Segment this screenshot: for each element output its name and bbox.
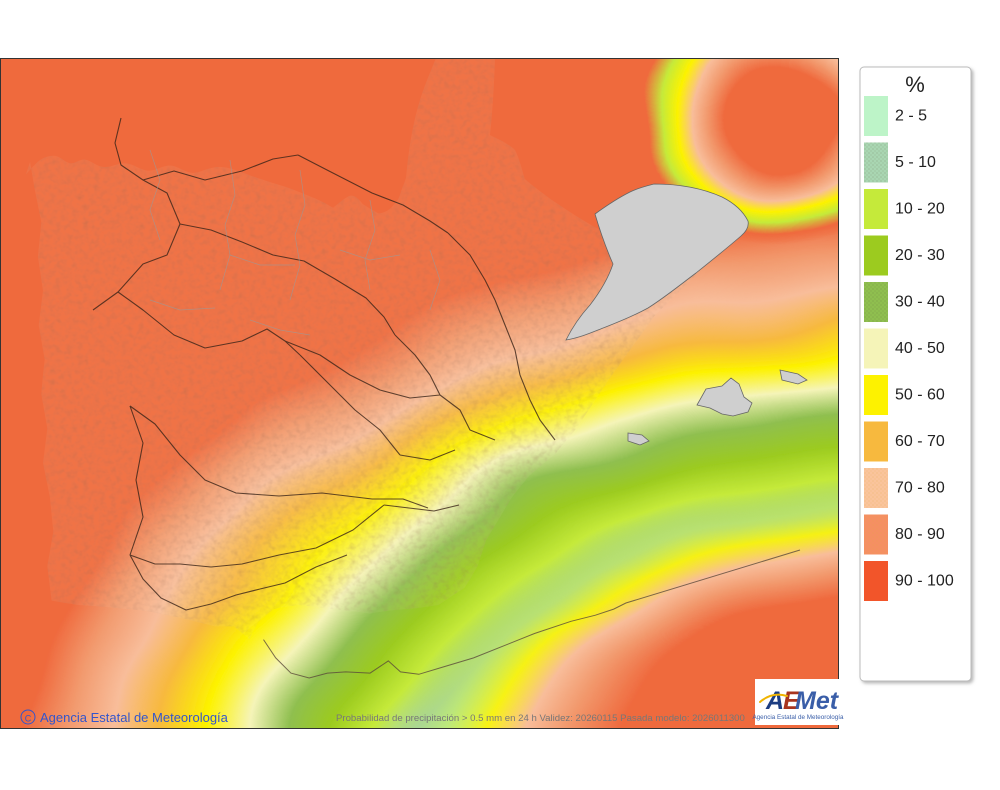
svg-text:20 - 30: 20 - 30	[895, 247, 945, 264]
svg-text:30 - 40: 30 - 40	[895, 294, 945, 311]
svg-text:Met: Met	[795, 687, 840, 715]
svg-text:70 - 80: 70 - 80	[895, 480, 945, 497]
svg-text:80 - 90: 80 - 90	[895, 526, 945, 543]
svg-text:60 - 70: 60 - 70	[895, 433, 945, 450]
svg-text:90 - 100: 90 - 100	[895, 573, 954, 590]
svg-text:Probabilidad de precipitación: Probabilidad de precipitación > 0.5 mm e…	[336, 713, 745, 724]
svg-text:Agencia Estatal de Meteorologí: Agencia Estatal de Meteorología	[752, 714, 844, 721]
svg-text:50 - 60: 50 - 60	[895, 387, 945, 404]
svg-text:%: %	[905, 72, 925, 97]
svg-text:40 - 50: 40 - 50	[895, 340, 945, 357]
svg-text:Agencia Estatal de Meteorologí: Agencia Estatal de Meteorología	[40, 710, 229, 725]
svg-text:C: C	[25, 714, 32, 724]
svg-text:A: A	[765, 687, 784, 715]
svg-text:5 - 10: 5 - 10	[895, 154, 936, 171]
svg-text:10 - 20: 10 - 20	[895, 201, 945, 218]
svg-text:2 - 5: 2 - 5	[895, 108, 927, 125]
